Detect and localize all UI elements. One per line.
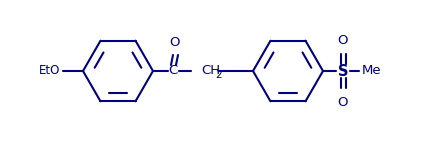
Text: C: C	[168, 65, 178, 77]
Text: O: O	[338, 34, 348, 46]
Text: EtO: EtO	[39, 65, 60, 77]
Text: Me: Me	[362, 65, 382, 77]
Text: 2: 2	[215, 70, 222, 80]
Text: O: O	[338, 96, 348, 108]
Text: CH: CH	[201, 65, 220, 77]
Text: O: O	[170, 37, 180, 49]
Text: S: S	[338, 63, 348, 79]
